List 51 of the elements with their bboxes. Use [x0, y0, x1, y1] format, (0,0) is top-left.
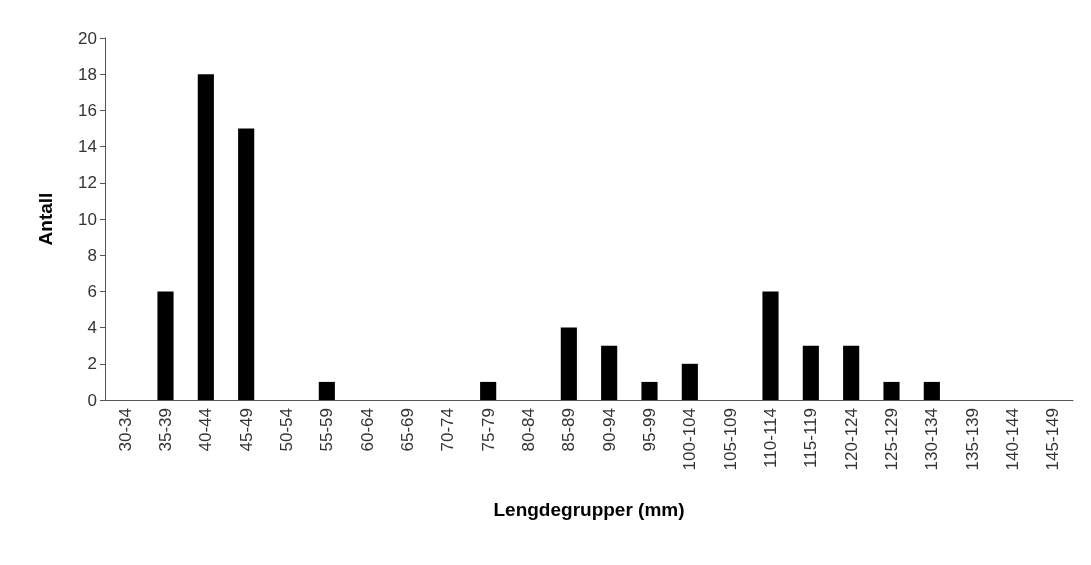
x-axis-title: Lengdegrupper (mm)	[493, 499, 685, 520]
y-tick-label: 4	[87, 318, 97, 338]
x-tick-label: 90-94	[599, 408, 619, 452]
x-tick-label: 65-69	[398, 408, 417, 452]
x-tick-label: 130-134	[922, 408, 942, 471]
x-tick-label: 70-74	[438, 408, 458, 452]
y-tick-label: 14	[78, 137, 97, 157]
x-tick-label: 50-54	[277, 408, 296, 452]
y-tick-label: 12	[78, 173, 97, 193]
bar	[601, 345, 618, 400]
bar	[480, 381, 497, 400]
x-tick-label: 85-89	[559, 408, 579, 452]
y-tick-label: 10	[78, 209, 97, 229]
bar	[762, 291, 779, 400]
bar	[560, 327, 577, 400]
y-tick-label: 6	[87, 281, 97, 301]
x-tick-label: 100-104	[680, 408, 700, 471]
x-tick-label: 80-84	[519, 408, 538, 452]
bar	[681, 363, 698, 400]
y-tick-label: 2	[87, 354, 97, 374]
x-tick-label: 140-144	[1003, 408, 1022, 471]
bar	[238, 128, 255, 400]
x-tick-label: 30-34	[115, 408, 135, 452]
bar	[923, 381, 940, 400]
x-tick-label: 120-124	[841, 408, 861, 471]
bar	[197, 74, 214, 400]
x-tick-label: 60-64	[357, 408, 377, 452]
x-tick-label: 95-99	[640, 408, 659, 452]
y-tick-label: 16	[78, 100, 97, 120]
x-tick-label: 125-129	[882, 408, 901, 471]
x-tick-label: 135-139	[962, 408, 982, 471]
bar	[883, 381, 900, 400]
x-tick-label: 110-114	[761, 408, 780, 468]
x-tick-label: 115-119	[801, 408, 821, 468]
bar	[843, 345, 860, 400]
bar	[641, 381, 658, 400]
x-tick-label: 45-49	[236, 408, 256, 452]
y-tick-label: 18	[78, 64, 97, 84]
y-tick-label: 8	[87, 245, 97, 265]
bar	[157, 291, 174, 400]
x-tick-label: 40-44	[196, 408, 216, 452]
y-axis-title: Antall	[35, 192, 56, 246]
bar	[802, 345, 819, 400]
y-tick-label: 20	[78, 28, 97, 48]
x-tick-label: 55-59	[317, 408, 337, 452]
x-tick-label: 145-149	[1043, 408, 1063, 471]
bar	[318, 381, 335, 400]
x-tick-label: 75-79	[478, 408, 498, 452]
x-tick-label: 35-39	[156, 408, 175, 452]
x-tick-label: 105-109	[720, 408, 740, 471]
y-tick-label: 0	[87, 390, 97, 410]
